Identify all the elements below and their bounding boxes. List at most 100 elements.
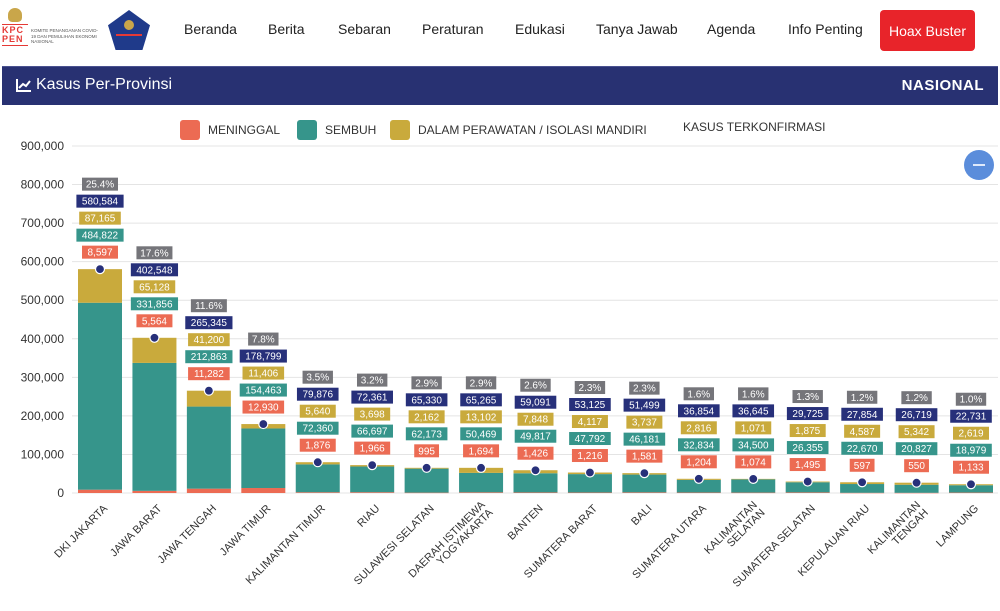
scope-label[interactable]: NASIONAL [901,77,984,94]
label-meninggal: 550 [908,461,925,472]
bar-perawatan [78,269,122,303]
nav-agenda[interactable]: Agenda [707,21,756,37]
bar-meninggal [78,489,122,493]
label-meninggal-box [354,441,391,455]
x-tick-label: JAWA BARAT [108,502,165,559]
label-percent-box [136,246,173,260]
bar-meninggal [840,492,885,494]
x-tick-label-line: LAMPUNG [934,503,981,550]
x-tick-label: LAMPUNG [934,503,981,550]
legend-item-terkonfirmasi[interactable]: KASUS TERKONFIRMASI [683,120,825,134]
bar-meninggal [295,492,340,493]
label-perawatan: 3,698 [360,410,385,421]
label-percent: 2.3% [633,384,656,395]
label-perawatan: 1,071 [741,423,766,434]
label-terkonfirmasi: 402,548 [136,265,173,276]
legend-swatch-meninggal [180,120,200,140]
label-sembuh-box [950,443,992,457]
chart-legend: MENINGGAL SEMBUH DALAM PERAWATAN / ISOLA… [0,118,1000,140]
bar-meninggal [567,492,612,494]
label-terkonfirmasi-box [76,194,124,208]
point-terkonfirmasi [421,462,432,473]
label-percent: 1.6% [687,389,710,400]
point-terkonfirmasi [802,476,813,487]
label-percent: 25.4% [86,180,114,191]
bar-meninggal [622,492,667,493]
hoax-buster-button[interactable]: Hoax Buster [880,10,975,51]
label-percent: 1.2% [905,393,928,404]
nav-beranda[interactable]: Beranda [184,21,237,37]
bar-meninggal [404,492,449,494]
legend-item-sembuh[interactable]: SEMBUH [297,120,376,140]
label-perawatan: 3,737 [632,418,657,429]
stacked-bar-chart: 0 100,000 200,000 300,000 400,000 500,000 600,… [21,139,998,590]
label-meninggal-box [849,458,875,472]
bar-sembuh [513,473,558,493]
label-meninggal: 1,876 [305,441,330,452]
bar-meninggal [785,492,830,493]
nav-tanya-jawab[interactable]: Tanya Jawab [596,21,678,37]
label-perawatan: 13,102 [466,412,497,423]
point-terkonfirmasi [639,468,650,479]
label-meninggal: 597 [854,461,871,472]
label-sembuh: 331,856 [136,299,173,310]
label-percent-box [901,391,932,405]
label-sembuh-box [239,383,287,397]
label-percent: 1.2% [851,393,874,404]
label-perawatan-box [898,425,935,439]
nav-info-penting[interactable]: Info Penting [788,21,863,37]
label-perawatan: 65,128 [139,282,170,293]
label-meninggal-box [188,367,230,381]
y-tick-label: 800,000 [21,178,65,192]
nav-peraturan[interactable]: Peraturan [422,21,484,37]
y-tick-label: 300,000 [21,370,65,384]
label-sembuh-box [786,441,829,455]
label-terkonfirmasi: 72,361 [357,393,388,404]
legend-item-perawatan[interactable]: DALAM PERAWATAN / ISOLASI MANDIRI [390,120,647,140]
nav-sebaran[interactable]: Sebaran [338,21,391,37]
minus-icon [973,164,985,166]
bar-sembuh [78,302,122,490]
zoom-out-button[interactable] [964,150,994,180]
label-perawatan-box [953,426,989,440]
label-percent: 2.9% [415,378,438,389]
label-terkonfirmasi: 51,499 [629,401,660,412]
label-sembuh-box [569,432,611,446]
legend-item-meninggal[interactable]: MENINGGAL [180,120,280,140]
nav-edukasi[interactable]: Edukasi [515,21,565,37]
label-percent-box [738,387,769,401]
bar-meninggal [186,488,231,493]
y-tick-label: 900,000 [21,139,65,153]
label-meninggal-box [735,455,772,469]
label-terkonfirmasi: 53,125 [575,400,606,411]
label-terkonfirmasi-box [239,349,287,363]
label-meninggal-box [242,400,285,414]
bar-meninggal [459,492,504,493]
x-tick-label: DKI JAKARTA [52,502,110,560]
satgas-covid-logo[interactable] [108,10,150,50]
label-percent-box [520,378,551,392]
nav-berita[interactable]: Berita [268,21,305,37]
label-meninggal-box [136,314,173,328]
label-meninggal: 12,930 [248,403,279,414]
garuda-emblem-icon [124,20,134,30]
label-perawatan-box [460,410,502,424]
label-percent-box [190,299,227,313]
label-sembuh: 32,834 [684,440,715,451]
label-sembuh: 49,817 [520,432,551,443]
logo-stripe [116,34,142,36]
label-terkonfirmasi: 580,584 [82,197,119,208]
kpc-pen-logo[interactable]: KPC PEN KOMITE PENANGANAN COVID-19 DAN P… [2,8,102,52]
point-terkonfirmasi [748,473,759,484]
label-terkonfirmasi: 22,731 [956,412,987,423]
label-perawatan: 7,848 [523,415,548,426]
y-tick-label: 0 [57,486,64,500]
legend-label: DALAM PERAWATAN / ISOLASI MANDIRI [418,123,647,137]
label-percent: 17.6% [140,248,168,259]
label-percent: 2.9% [470,378,493,389]
label-meninggal-box [571,449,608,463]
label-meninggal: 1,074 [741,457,766,468]
point-terkonfirmasi [203,385,214,396]
label-terkonfirmasi: 65,265 [466,395,497,406]
label-sembuh: 26,355 [792,443,823,454]
